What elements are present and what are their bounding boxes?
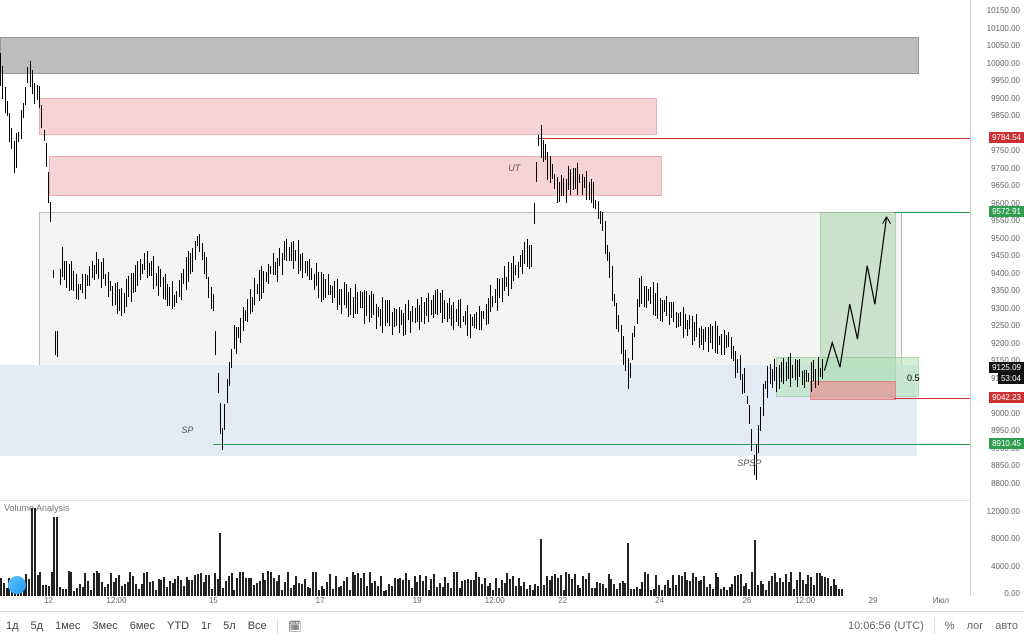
auto-toggle[interactable]: авто xyxy=(989,620,1024,632)
tradingview-logo-icon xyxy=(8,576,26,594)
spsp-label: SPSP xyxy=(737,458,761,468)
volume-chart[interactable]: Volume Analysis xyxy=(0,500,971,596)
clock: 10:06:56 (UTC) xyxy=(842,620,930,632)
red-stop-line-tag: 9042.23 xyxy=(989,392,1024,403)
price-axis: 10150.0010100.0010050.0010000.009950.009… xyxy=(970,0,1024,500)
bottom-toolbar: 1д5д1мес3мес6месYTD1г5лВсе 🗓 10:06:56 (U… xyxy=(0,611,1024,640)
green-line-lower-tag: 8910.45 xyxy=(989,438,1024,449)
green-line-upper-tag: 9572.91 xyxy=(989,206,1024,217)
timeframe-1д[interactable]: 1д xyxy=(0,620,25,632)
timeframe-5д[interactable]: 5д xyxy=(25,620,50,632)
timeframe-3мес[interactable]: 3мес xyxy=(86,620,123,632)
timeframe-YTD[interactable]: YTD xyxy=(161,620,195,632)
fib-label: 0.5 xyxy=(907,373,920,383)
timeframe-Все[interactable]: Все xyxy=(242,620,273,632)
red-line-tag: 9784.54 xyxy=(989,132,1024,143)
timeframe-6мес[interactable]: 6мес xyxy=(124,620,161,632)
calendar-icon[interactable]: 🗓 xyxy=(282,620,308,633)
timeframe-1г[interactable]: 1г xyxy=(195,620,217,632)
timeframe-1мес[interactable]: 1мес xyxy=(49,620,86,632)
ut-label: UT xyxy=(508,163,520,173)
timeframe-5л[interactable]: 5л xyxy=(217,620,242,632)
volume-axis: 12000.008000.004000.000.00 xyxy=(970,500,1024,595)
percent-toggle[interactable]: % xyxy=(939,620,961,632)
time-axis: 1212:0015171912:0022242612:0029Июл xyxy=(0,595,970,610)
countdown-tag: 53:04 xyxy=(998,373,1024,384)
log-toggle[interactable]: лог xyxy=(961,620,990,632)
current-price-tag: 9125.09 xyxy=(989,362,1024,373)
sp-label: SP xyxy=(181,425,193,435)
price-chart[interactable]: 9784.549572.918910.459042.239125.0953:04… xyxy=(0,0,971,500)
